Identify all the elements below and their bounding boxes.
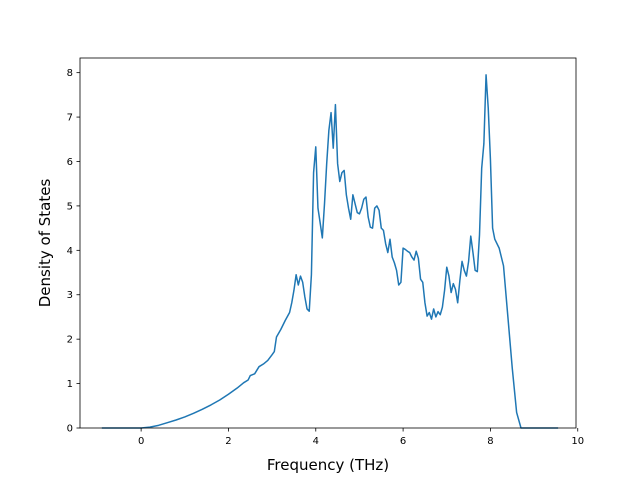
y-axis-ticks: 0 1 2 3 4 5 6 7 8	[67, 68, 80, 435]
y-tick-label: 3	[67, 290, 73, 301]
y-tick-label: 6	[67, 157, 73, 168]
y-tick-label: 8	[67, 68, 73, 79]
y-tick-label: 4	[67, 246, 73, 257]
y-tick-label: 0	[67, 424, 73, 435]
y-tick-label: 5	[67, 201, 73, 212]
x-tick-label: 0	[138, 436, 144, 447]
y-axis-label: Density of States	[36, 179, 54, 308]
x-tick-label: 10	[571, 436, 584, 447]
x-axis-ticks: 0 2 4 6 8 10	[138, 428, 584, 447]
x-tick-label: 2	[225, 436, 231, 447]
dos-series-line-0	[101, 74, 559, 429]
plot-frame	[79, 57, 577, 429]
x-axis-label: Frequency (THz)	[267, 456, 389, 474]
plot-marks	[101, 74, 559, 429]
y-tick-label: 7	[67, 113, 73, 124]
x-tick-label: 6	[400, 436, 406, 447]
y-tick-label: 1	[67, 379, 73, 390]
x-tick-label: 8	[487, 436, 493, 447]
x-tick-label: 4	[313, 436, 319, 447]
y-tick-label: 2	[67, 335, 73, 346]
